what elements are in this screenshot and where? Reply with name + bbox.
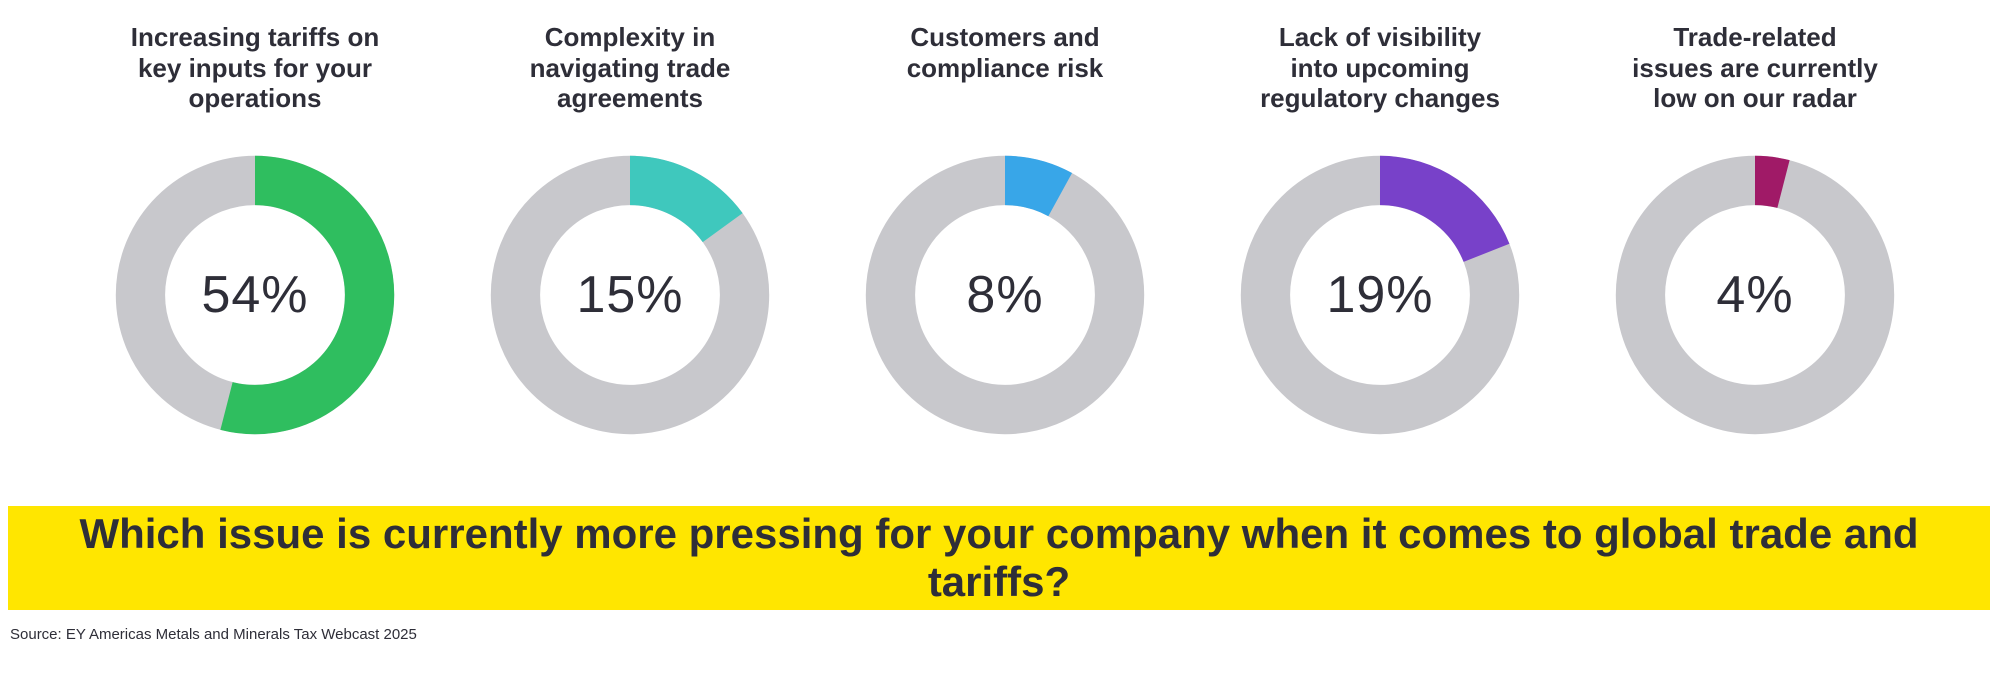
chart-title: Complexity in navigating trade agreement… — [529, 22, 731, 114]
source-attribution: Source: EY Americas Metals and Minerals … — [10, 626, 417, 643]
chart-title: Increasing tariffs on key inputs for you… — [130, 22, 380, 114]
chart-column-trade-agreements: Complexity in navigating trade agreement… — [445, 22, 815, 506]
donut-charts-row: Increasing tariffs on key inputs for you… — [70, 22, 1940, 506]
chart-column-increasing-tariffs: Increasing tariffs on key inputs for you… — [70, 22, 440, 506]
chart-column-compliance-risk: Customers and compliance risk 8% — [820, 22, 1190, 506]
question-banner-text: Which issue is currently more pressing f… — [79, 510, 1919, 605]
donut-segment — [1754, 155, 1790, 209]
donut-chart: 19% — [1235, 150, 1525, 440]
chart-column-low-on-radar: Trade-related issues are currently low o… — [1570, 22, 1940, 506]
donut-ring — [115, 155, 395, 435]
chart-title: Customers and compliance risk — [906, 22, 1104, 83]
donut-chart: 54% — [110, 150, 400, 440]
donut-track — [865, 155, 1145, 435]
donut-chart: 4% — [1610, 150, 1900, 440]
donut-ring — [865, 155, 1145, 435]
donut-segment — [220, 155, 395, 435]
chart-title: Trade-related issues are currently low o… — [1632, 22, 1878, 114]
donut-track — [1240, 155, 1520, 435]
donut-segment — [1004, 155, 1073, 217]
chart-column-regulatory-changes: Lack of visibility into upcoming regulat… — [1195, 22, 1565, 506]
donut-track — [1615, 155, 1895, 435]
donut-ring — [490, 155, 770, 435]
donut-ring — [1240, 155, 1520, 435]
donut-segment — [629, 155, 743, 243]
question-banner: Which issue is currently more pressing f… — [8, 506, 1990, 610]
donut-chart: 15% — [485, 150, 775, 440]
donut-chart: 8% — [860, 150, 1150, 440]
chart-title: Lack of visibility into upcoming regulat… — [1260, 22, 1500, 114]
donut-segment — [1379, 155, 1510, 263]
donut-ring — [1615, 155, 1895, 435]
